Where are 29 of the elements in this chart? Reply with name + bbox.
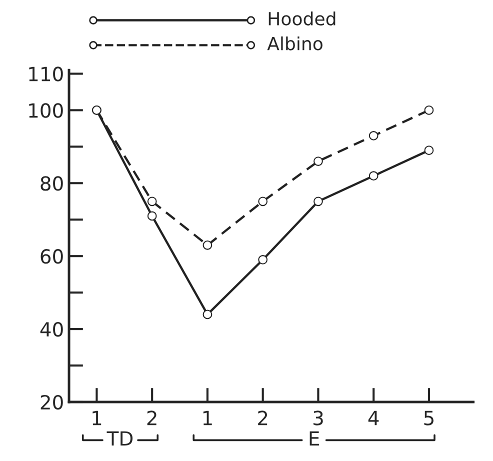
y-tick-label: 80 — [40, 176, 63, 191]
point — [368, 171, 378, 181]
x-tick-label: 1 — [92, 410, 102, 426]
legend-label: Hooded — [268, 12, 336, 26]
text: E — [310, 431, 319, 446]
y-tick-label: 60 — [40, 249, 63, 264]
point — [147, 211, 157, 221]
point — [368, 131, 378, 140]
y-tick-label: 110 — [29, 66, 63, 82]
x-tick-label: 1 — [203, 410, 212, 426]
point — [424, 146, 434, 156]
point — [314, 196, 323, 206]
point — [258, 255, 268, 264]
point — [202, 310, 212, 320]
y-tick-label: 20 — [40, 394, 63, 410]
x-tick-label: 2 — [258, 410, 268, 426]
text: TD — [106, 431, 133, 446]
legend-label: Albino — [267, 36, 322, 50]
y-tick-label: 40 — [40, 322, 63, 337]
x-tick-label: 5 — [424, 410, 434, 426]
point — [147, 196, 157, 206]
x-tick-label: 2 — [147, 410, 156, 426]
x-tick-label: 3 — [314, 410, 323, 426]
point — [424, 106, 434, 115]
y-tick-label: 100 — [29, 103, 63, 118]
x-tick-label: 4 — [368, 410, 379, 426]
point — [202, 240, 212, 250]
point — [314, 156, 323, 166]
point — [258, 196, 268, 206]
